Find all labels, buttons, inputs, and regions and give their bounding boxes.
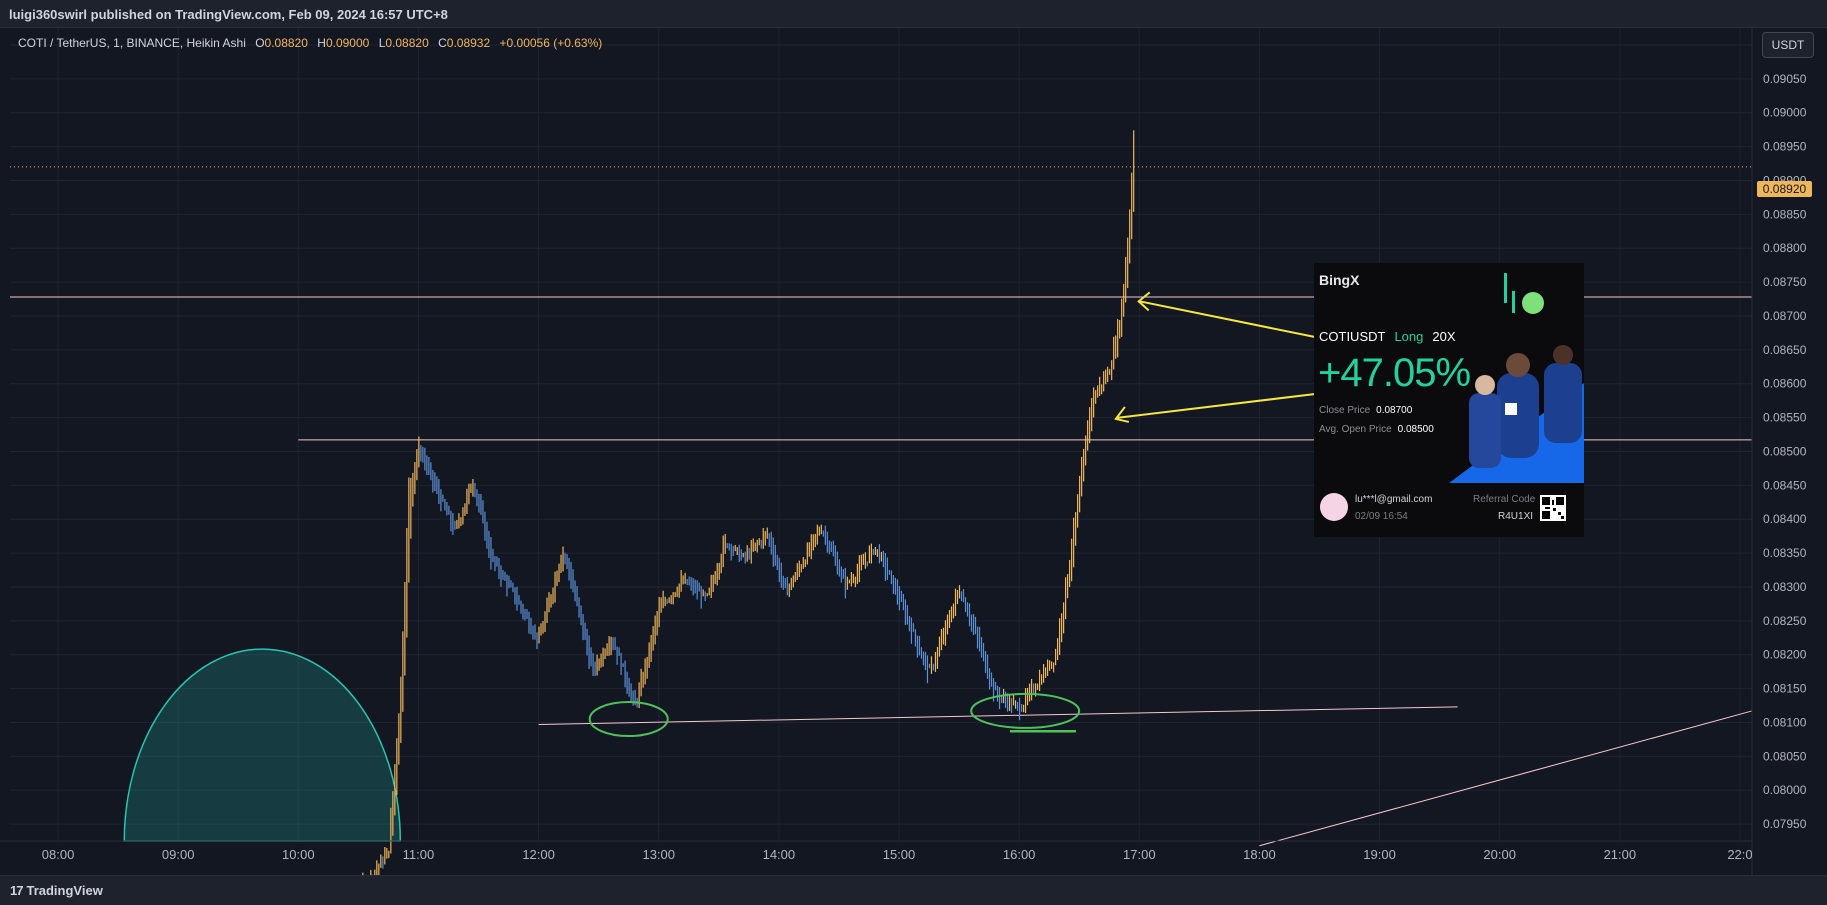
support-line [538,706,1458,725]
open-price-label: Avg. Open Price [1319,424,1392,435]
price-tick-label: 0.08300 [1763,580,1807,594]
candles [362,130,1135,875]
price-tick-label: 0.07950 [1763,817,1807,831]
time-tick-label: 09:00 [162,847,195,862]
price-axis-bg [1752,28,1827,875]
price-tick-label: 0.08100 [1763,715,1807,729]
referral-code: R4U1XI [1498,511,1534,522]
time-tick-label: 14:00 [763,847,796,862]
close-label: C [438,36,447,50]
high-label: H [317,36,326,50]
price-tick-label: 0.08750 [1763,275,1807,289]
last-price-tag: 0.08920 [1757,181,1812,197]
price-tick-label: 0.08050 [1763,749,1807,763]
referral-label: Referral Code [1473,494,1536,505]
price-tick-label: 0.08500 [1763,444,1807,458]
pair-label: COTIUSDT [1319,329,1386,344]
arrow-to-open [1116,393,1316,419]
tradingview-logo[interactable]: 17 TradingView [10,883,103,898]
time-tick-label: 15:00 [883,847,916,862]
arrowhead-close [1137,291,1151,312]
tradingview-mark-icon: 17 [10,883,24,898]
price-tick-label: 0.08550 [1763,411,1807,425]
pnl-percent: +47.05% [1318,351,1471,395]
price-tick-label: 0.08800 [1763,241,1807,255]
price-tick-label: 0.08650 [1763,343,1807,357]
close-price-value: 0.08700 [1376,405,1413,416]
symbol-label[interactable]: COTI / TetherUS, 1, BINANCE, Heikin Ashi [18,36,246,50]
open-value: 0.08820 [264,36,308,50]
arrowhead-open [1114,406,1130,423]
qr-code-icon [1540,495,1566,521]
time-tick-label: 19:00 [1363,847,1396,862]
close-value: 0.08932 [446,36,491,50]
open-price-value: 0.08500 [1397,424,1434,435]
time-tick-label: 20:00 [1483,847,1516,862]
time-tick-label: 21:00 [1604,847,1637,862]
user-avatar [1320,493,1348,521]
arrow-to-close [1139,300,1316,338]
close-price-label: Close Price [1319,405,1371,416]
price-tick-label: 0.08000 [1763,783,1807,797]
price-tick-label: 0.08400 [1763,512,1807,526]
currency-button[interactable]: USDT [1762,32,1814,58]
user-email: lu***l@gmail.com [1355,494,1433,505]
open-label: O [255,36,265,50]
price-tick-label: 0.08150 [1763,682,1807,696]
price-tick-label: 0.08700 [1763,309,1807,323]
time-tick-label: 08:00 [42,847,75,862]
price-tick-label: 0.09000 [1763,106,1807,120]
time-tick-label: 18:00 [1243,847,1276,862]
bottom-circle-1 [588,701,669,738]
players-illustration [1449,345,1584,483]
change-value: +0.00056 (+0.63%) [499,36,603,50]
time-tick-label: 17:00 [1123,847,1156,862]
side-label: Long [1394,329,1424,344]
time-tick-label: 13:00 [642,847,675,862]
close-price-row: Close Price 0.08700 [1319,405,1412,416]
price-tick-label: 0.08250 [1763,614,1807,628]
time-axis: 08:00 09:00 10:00 11:00 12:00 13:00 14:00 15:00… [0,840,1753,862]
bingx-logo: BingX [1319,272,1360,288]
bottom-circle-2 [970,692,1081,729]
price-chart[interactable]: 0.091000.090500.090000.089500.089000.088… [0,28,1827,875]
price-axis: 0.091000.090500.090000.089500.089000.088… [1751,28,1827,875]
card-datetime: 02/09 16:54 [1355,511,1408,522]
time-tick-label: 16:00 [1003,847,1036,862]
chart-area[interactable]: 0.091000.090500.090000.089500.089000.088… [0,28,1827,875]
footer-bar: 17 TradingView [0,875,1827,905]
price-tick-label: 0.08200 [1763,648,1807,662]
annotations [588,291,1316,738]
trend-line [1259,710,1753,847]
price-tick-label: 0.08850 [1763,207,1807,221]
brand-label: TradingView [26,883,103,898]
publisher-bar: luigi360swirl published on TradingView.c… [0,0,1827,28]
ohlc-legend: COTI / TetherUS, 1, BINANCE, Heikin Ashi… [18,36,602,50]
time-tick-label: 11:00 [403,847,435,862]
card-pair: COTIUSDT Long 20X [1319,329,1456,344]
ellipse-drawing [123,648,402,842]
low-value: 0.08820 [385,36,429,50]
publisher-line: luigi360swirl published on TradingView.c… [9,7,448,22]
high-value: 0.09000 [325,36,370,50]
price-tick-label: 0.08950 [1763,140,1807,154]
open-price-row: Avg. Open Price 0.08500 [1319,424,1434,435]
circle-drawing [123,648,402,842]
time-tick-label: 22:0 [1727,847,1752,862]
time-tick-label: 12:00 [522,847,555,862]
price-tick-label: 0.08600 [1763,377,1807,391]
price-tick-label: 0.08450 [1763,478,1807,492]
bingx-pnl-card: BingX COTIUSDT Long 20X +47.05% Close Pric… [1314,263,1584,537]
price-tick-label: 0.08350 [1763,546,1807,560]
leverage-label: 20X [1432,329,1456,344]
brand-graphic-icon [1504,273,1544,314]
time-tick-label: 10:00 [282,847,315,862]
price-tick-label: 0.09050 [1763,72,1807,86]
low-label: L [378,36,386,50]
